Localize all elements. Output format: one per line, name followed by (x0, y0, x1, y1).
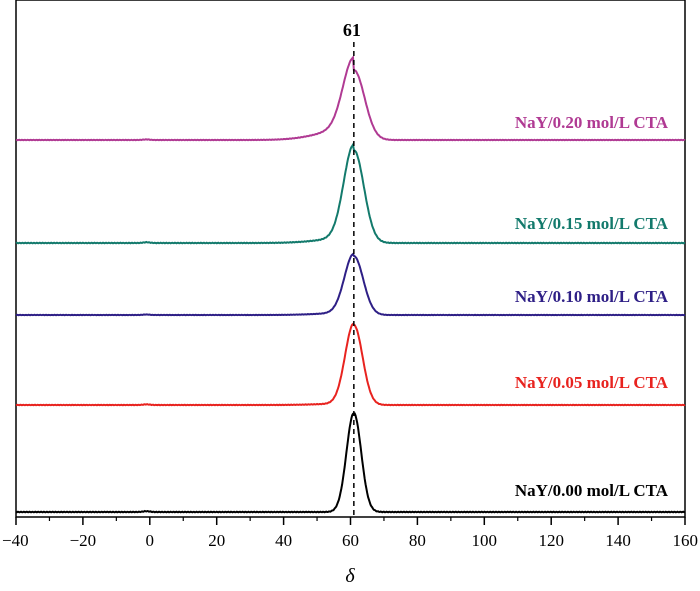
x-tick-label: 140 (605, 531, 631, 550)
series-line (15, 141, 686, 245)
x-tick-label: 0 (146, 531, 155, 550)
series-labels: NaY/0.00 mol/L CTA NaY/0.05 mol/L CTA NaY/… (515, 113, 669, 500)
series-layer (15, 54, 686, 514)
annotation-layer: 61 (343, 20, 361, 517)
series-line (15, 54, 686, 142)
series-label: NaY/0.00 mol/L CTA (515, 481, 669, 500)
series-label: NaY/0.15 mol/L CTA (515, 214, 669, 233)
x-tick-label: −20 (70, 531, 97, 550)
x-axis-label: δ (345, 565, 355, 587)
peak-annotation: 61 (343, 20, 361, 40)
series-line (15, 412, 686, 514)
series-label: NaY/0.20 mol/L CTA (515, 113, 669, 132)
series-line (15, 322, 686, 407)
x-tick-label: 160 (673, 531, 699, 550)
series-label: NaY/0.10 mol/L CTA (515, 287, 669, 306)
x-tick-label: 40 (275, 531, 292, 550)
x-tick-label: 80 (409, 531, 426, 550)
x-tick-label: 100 (472, 531, 498, 550)
series-line (15, 252, 686, 317)
x-axis-ticks: −40 −20 0 20 40 60 80 100 120 140 160 (2, 517, 698, 550)
x-tick-label: 20 (208, 531, 225, 550)
x-tick-label: 120 (538, 531, 564, 550)
series-label: NaY/0.05 mol/L CTA (515, 373, 669, 392)
x-tick-label: 60 (342, 531, 359, 550)
x-tick-label: −40 (2, 531, 29, 550)
